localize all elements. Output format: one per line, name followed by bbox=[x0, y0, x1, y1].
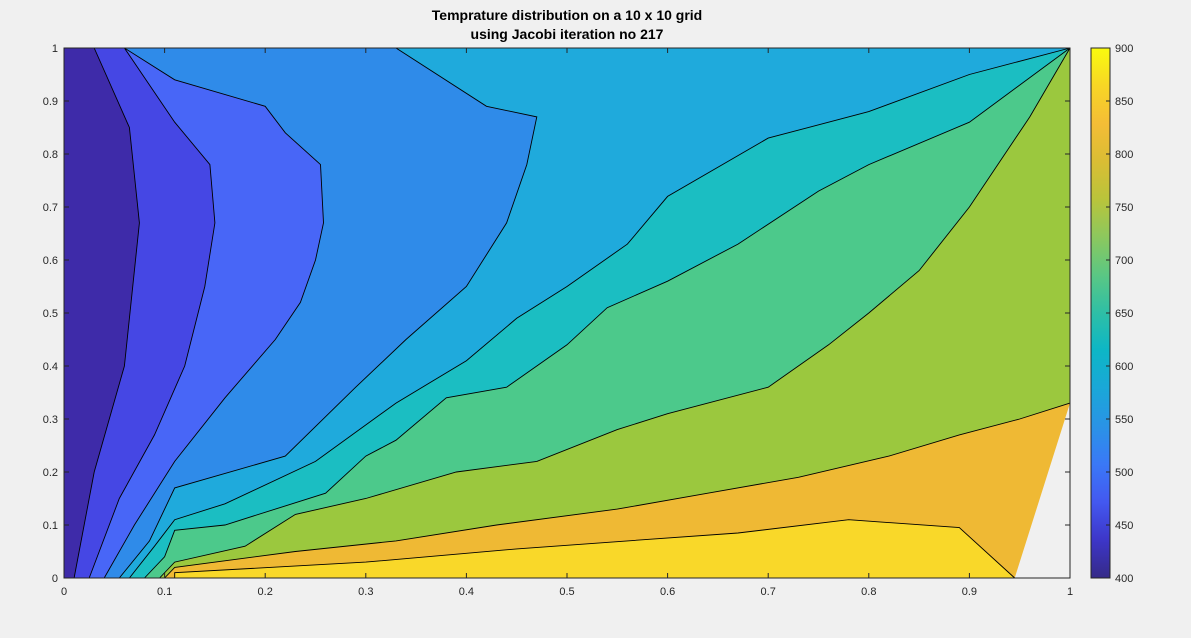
colorbar-tick-label: 850 bbox=[1115, 96, 1133, 108]
x-tick-label: 0 bbox=[61, 586, 67, 598]
chart-title-line-1: Temprature distribution on a 10 x 10 gri… bbox=[431, 7, 703, 23]
x-tick-label: 0.6 bbox=[660, 586, 675, 598]
y-tick-label: 0.4 bbox=[43, 361, 58, 373]
colorbar-tick-label: 550 bbox=[1115, 414, 1133, 426]
y-tick-label: 0.2 bbox=[43, 467, 58, 479]
chart-title: Temprature distribution on a 10 x 10 gri… bbox=[64, 6, 1070, 44]
contour-band-800 bbox=[164, 403, 1071, 578]
colorbar-tick-label: 800 bbox=[1115, 149, 1133, 161]
contour-line-500 bbox=[88, 47, 216, 579]
colorbar-tick-label: 900 bbox=[1115, 43, 1133, 55]
contour-band-450 bbox=[74, 48, 215, 578]
y-tick-label: 0.3 bbox=[43, 414, 58, 426]
x-tick-label: 0.7 bbox=[761, 586, 776, 598]
contour-band-750 bbox=[159, 48, 1071, 578]
colorbar-tick-label: 600 bbox=[1115, 361, 1133, 373]
x-axis: 0 0.1 0.2 0.3 0.4 0.5 0.6 0.7 0.8 0.9 1 bbox=[61, 48, 1073, 598]
y-tick-label: 0 bbox=[52, 573, 58, 585]
x-tick-label: 0.2 bbox=[258, 586, 273, 598]
contour-band-650 bbox=[129, 48, 1070, 578]
x-tick-label: 0.1 bbox=[157, 586, 172, 598]
contour-line-850 bbox=[174, 519, 1016, 579]
x-tick-label: 0.8 bbox=[861, 586, 876, 598]
contour-band-600 bbox=[119, 48, 1071, 578]
y-tick-label: 0.9 bbox=[43, 96, 58, 108]
y-tick-label: 1 bbox=[52, 43, 58, 55]
contour-bands bbox=[64, 48, 1071, 578]
contour-line-600 bbox=[118, 47, 538, 579]
contour-band-550 bbox=[104, 48, 537, 578]
contour-line-650 bbox=[129, 47, 1071, 579]
colorbar-tick-label: 650 bbox=[1115, 308, 1133, 320]
colorbar-tick-label: 400 bbox=[1115, 573, 1133, 585]
y-tick-label: 0.8 bbox=[43, 149, 58, 161]
colorbar: 400 450 500 550 600 650 700 750 800 850 900 bbox=[1090, 43, 1133, 585]
y-axis: 0 0.1 0.2 0.3 0.4 0.5 0.6 0.7 0.8 0.9 1 bbox=[43, 43, 1070, 585]
y-tick-label: 0.6 bbox=[43, 255, 58, 267]
y-tick-label: 0.5 bbox=[43, 308, 58, 320]
x-tick-label: 0.9 bbox=[962, 586, 977, 598]
contour-line-450 bbox=[73, 47, 140, 579]
contour-line-700 bbox=[144, 47, 1071, 579]
chart-title-line-2: using Jacobi iteration no 217 bbox=[470, 26, 664, 42]
x-tick-label: 0.4 bbox=[459, 586, 474, 598]
contour-lines bbox=[73, 47, 1071, 579]
colorbar-tick-label: 700 bbox=[1115, 255, 1133, 267]
contour-line-750 bbox=[159, 47, 1071, 579]
contour-band-850 bbox=[174, 519, 1070, 578]
contour-band-400 bbox=[64, 48, 140, 578]
y-tick-label: 0.7 bbox=[43, 202, 58, 214]
contour-line-800 bbox=[164, 402, 1071, 579]
contour-band-500 bbox=[89, 48, 324, 578]
colorbar-tick-label: 750 bbox=[1115, 202, 1133, 214]
y-tick-label: 0.1 bbox=[43, 520, 58, 532]
x-tick-label: 0.5 bbox=[559, 586, 574, 598]
contour-line-550 bbox=[103, 47, 324, 579]
colorbar-tick-label: 500 bbox=[1115, 467, 1133, 479]
x-tick-label: 1 bbox=[1067, 586, 1073, 598]
x-tick-label: 0.3 bbox=[358, 586, 373, 598]
colorbar-tick-label: 450 bbox=[1115, 520, 1133, 532]
